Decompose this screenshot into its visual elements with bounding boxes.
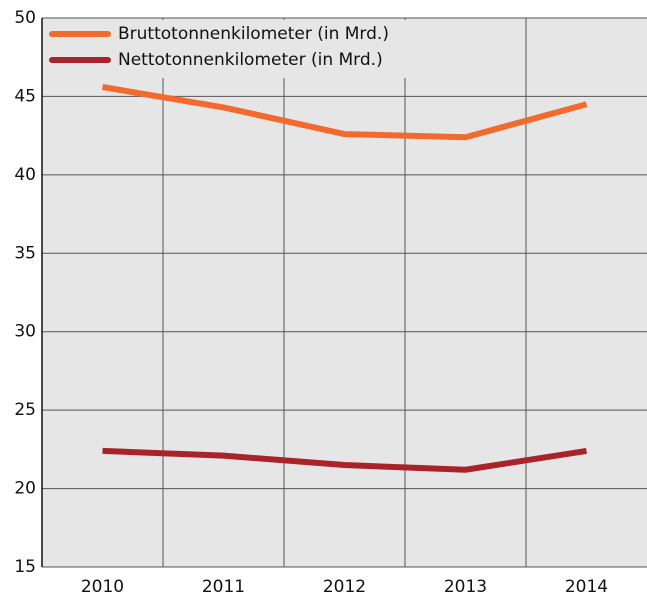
x-tick-label: 2012: [323, 577, 366, 597]
legend-background: [43, 20, 463, 78]
y-tick-label: 35: [14, 243, 36, 263]
plot-area: [42, 18, 647, 567]
y-tick-label: 30: [14, 322, 36, 342]
x-tick-label: 2013: [444, 577, 487, 597]
x-tick-label: 2014: [565, 577, 608, 597]
y-tick-label: 40: [14, 165, 36, 185]
legend-label: Nettotonnenkilometer (in Mrd.): [118, 50, 383, 70]
line: [102, 447, 587, 473]
y-tick-label: 25: [14, 400, 36, 420]
y-tick-label: 20: [14, 479, 36, 499]
legend-label: Bruttotonnenkilometer (in Mrd.): [118, 24, 389, 44]
x-tick-label: 2011: [202, 577, 245, 597]
y-tick-label: 15: [14, 557, 36, 577]
y-tick-label: 45: [14, 86, 36, 106]
x-tick-label: 2010: [81, 577, 124, 597]
y-tick-label: 50: [14, 8, 36, 28]
line: [102, 84, 588, 141]
